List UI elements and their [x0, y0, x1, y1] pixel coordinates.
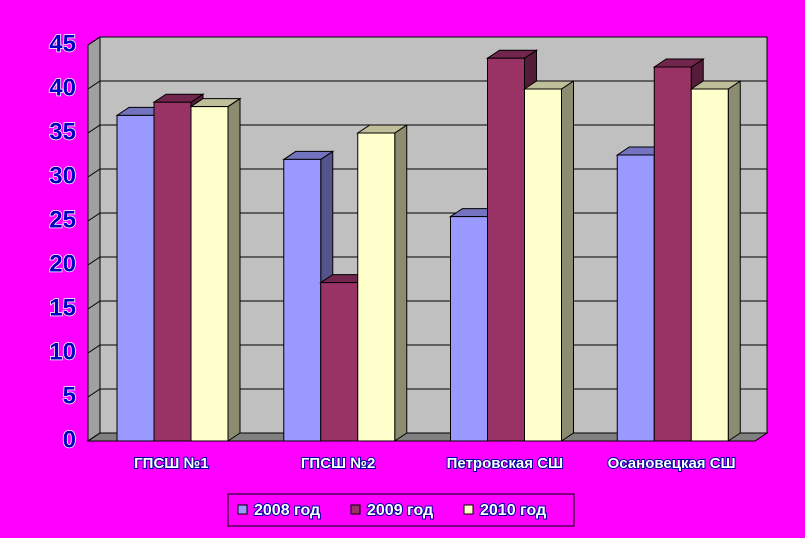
- bar-face: [616, 154, 655, 442]
- y-tick-label: 45: [49, 30, 76, 57]
- y-tick-label: 5: [63, 382, 76, 409]
- bar-face: [190, 106, 229, 442]
- y-tick-label: 20: [49, 250, 76, 277]
- x-tick-label: ГПСШ №2: [301, 455, 375, 472]
- bar: [356, 124, 409, 442]
- legend-swatch: [350, 504, 361, 515]
- y-tick-label: 40: [49, 74, 76, 101]
- y-tick-label: 30: [49, 162, 76, 189]
- bar: [522, 80, 576, 442]
- y-tick-label: 35: [49, 118, 76, 145]
- y-tick-label: 15: [49, 294, 76, 321]
- bar-face: [227, 97, 241, 442]
- bar-face: [153, 101, 192, 442]
- legend-label: 2010 год: [480, 502, 546, 519]
- side-wall: [87, 36, 101, 442]
- bar-face: [690, 88, 729, 442]
- grid-line: [87, 36, 767, 46]
- bar-face: [653, 66, 692, 442]
- bar-face: [116, 114, 155, 442]
- bar-face: [283, 158, 322, 442]
- bar-face: [524, 88, 562, 442]
- bar: [189, 97, 242, 442]
- legend-label: 2009 год: [367, 502, 433, 519]
- legend-swatch: [237, 504, 248, 515]
- legend-swatch: [463, 504, 474, 515]
- bar-face: [357, 132, 396, 442]
- y-tick-label: 25: [49, 206, 76, 233]
- legend-box: [227, 493, 575, 527]
- bar: [689, 80, 742, 442]
- bar-face: [487, 57, 525, 442]
- y-tick-label: 10: [49, 338, 76, 365]
- y-tick-label: 0: [63, 426, 76, 453]
- bar-face: [727, 80, 741, 442]
- bar-face: [320, 282, 359, 442]
- x-tick-label: Осановецкая СШ: [608, 455, 736, 472]
- bar-face: [561, 80, 574, 442]
- x-tick-label: Петровская СШ: [447, 455, 563, 472]
- legend-label: 2008 год: [254, 502, 320, 519]
- bar-face: [450, 216, 488, 442]
- x-tick-label: ГПСШ №1: [134, 455, 208, 472]
- bar-face: [394, 124, 408, 442]
